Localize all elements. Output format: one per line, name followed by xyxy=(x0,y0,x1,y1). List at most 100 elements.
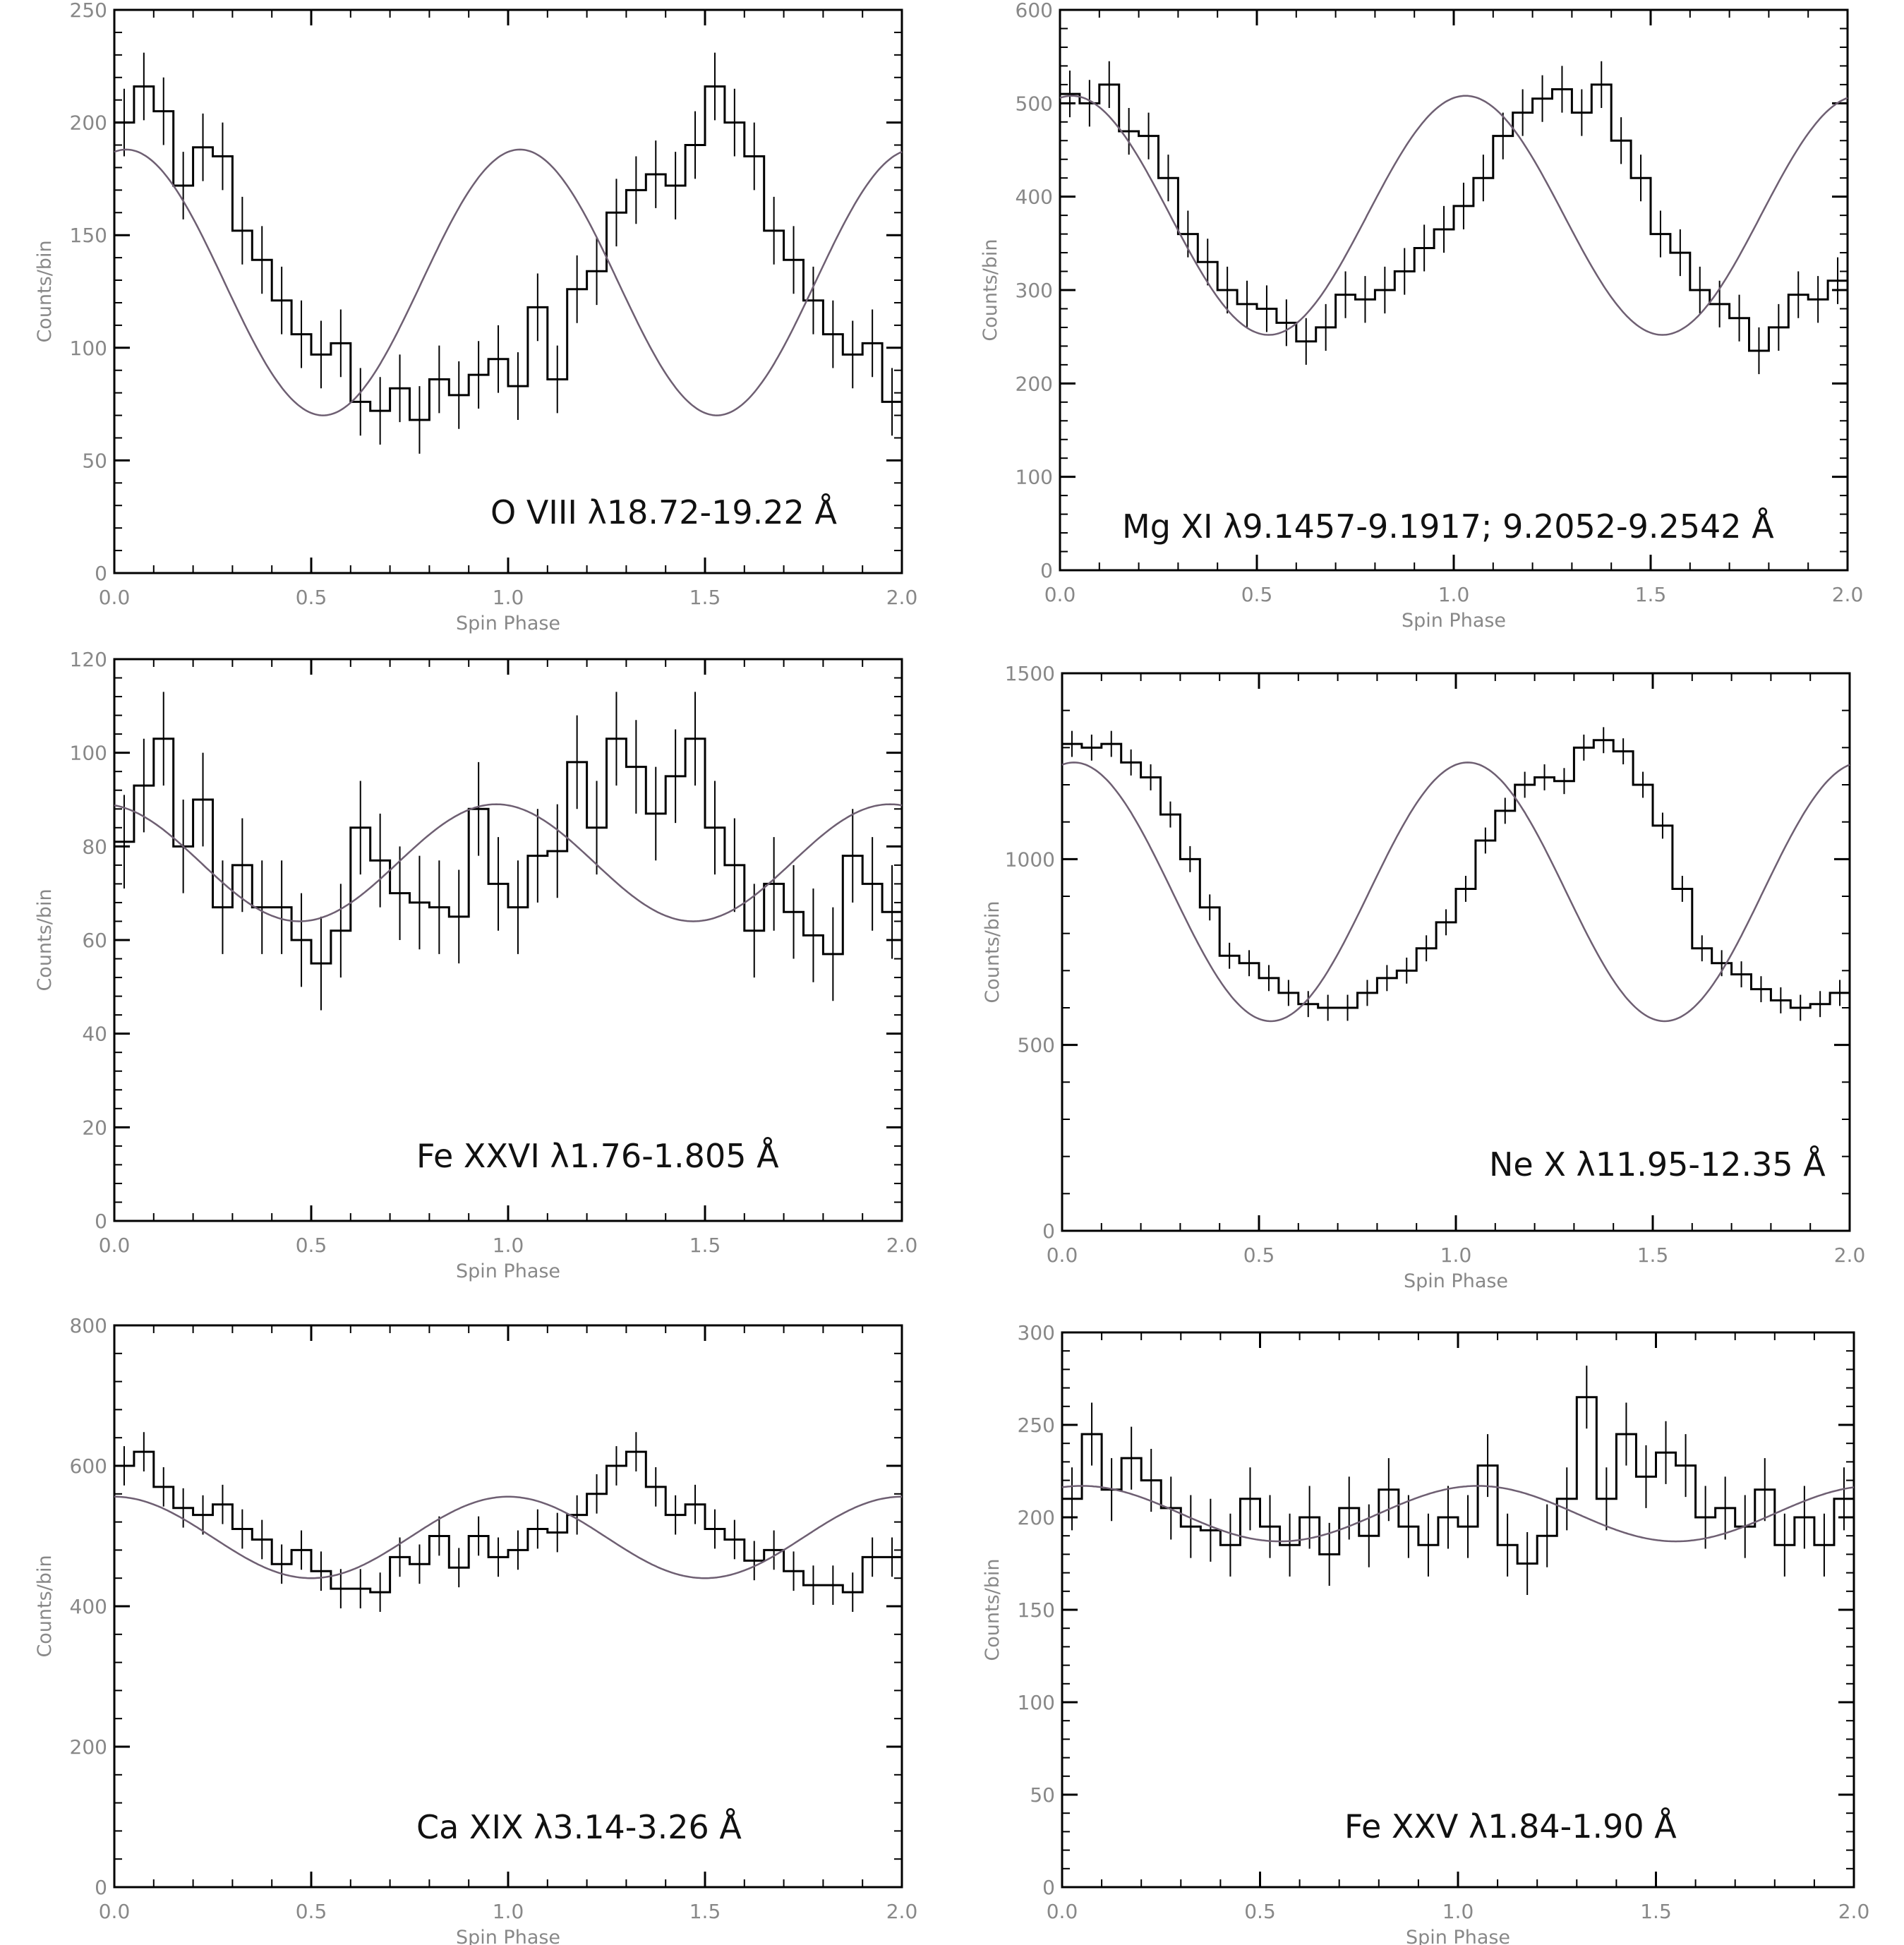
x-tick-label: 0.5 xyxy=(1243,1244,1275,1267)
y-tick-label: 300 xyxy=(1018,1321,1055,1344)
panel-fe-xxv: 0.0 0.5 1.0 1.5 2.0 0 50 100 150 200 250 300 Spin Ph… xyxy=(982,1321,1869,1945)
panel-ne-x: 0.0 0.5 1.0 1.5 2.0 0 500 1000 1500 Spin Phase Cou… xyxy=(982,662,1865,1292)
x-tick-label: 1.0 xyxy=(493,586,524,609)
y-tick-label: 0 xyxy=(1042,1876,1055,1899)
data-histogram xyxy=(1062,739,1850,1009)
x-tick-label: 1.0 xyxy=(1440,1244,1472,1267)
y-tick-label: 60 xyxy=(82,929,107,952)
y-tick-label: 40 xyxy=(82,1023,107,1046)
x-tick-label: 1.0 xyxy=(1438,583,1470,606)
y-tick-label: 150 xyxy=(1018,1598,1055,1622)
x-tick-label: 0.5 xyxy=(1244,1900,1276,1923)
line-annotation: O VIII λ18.72-19.22 Å xyxy=(490,493,837,531)
x-tick-label: 1.0 xyxy=(493,1234,524,1257)
panel-o-viii: 0.0 0.5 1.0 1.5 2.0 0 50 100 150 200 250 Spin Phase… xyxy=(34,0,917,634)
x-axis-title: Spin Phase xyxy=(1402,610,1506,632)
y-axis-title: Counts/bin xyxy=(34,1555,56,1657)
panel-ca-xix: 0.0 0.5 1.0 1.5 2.0 0 200 400 600 800 Spin Phase Co… xyxy=(34,1314,917,1945)
y-tick-label: 300 xyxy=(1016,279,1053,302)
y-axis-title: Counts/bin xyxy=(982,1558,1004,1661)
x-tick-label: 0.0 xyxy=(99,586,131,609)
y-tick-label: 400 xyxy=(1016,186,1053,209)
axes-frame xyxy=(113,8,903,574)
data-histogram xyxy=(114,1450,902,1594)
panel-mg-xi: 0.0 0.5 1.0 1.5 2.0 0 100 200 300 400 500 600 Spin P… xyxy=(980,0,1863,632)
x-tick-label: 1.0 xyxy=(493,1900,524,1923)
y-tick-label: 0 xyxy=(95,1210,107,1233)
y-tick-label: 600 xyxy=(1016,0,1053,22)
line-annotation: Fe XXV λ1.84-1.90 Å xyxy=(1344,1807,1677,1845)
y-tick-label: 80 xyxy=(82,835,107,858)
axes-frame xyxy=(1059,8,1849,572)
y-tick-label: 120 xyxy=(70,648,107,671)
x-tick-label: 1.5 xyxy=(1635,583,1667,606)
x-tick-label: 0.5 xyxy=(1241,583,1273,606)
y-tick-label: 250 xyxy=(1018,1414,1055,1437)
y-tick-label: 200 xyxy=(1016,372,1053,395)
x-tick-label: 2.0 xyxy=(1832,583,1864,606)
y-tick-label: 100 xyxy=(1018,1691,1055,1714)
x-tick-label: 1.5 xyxy=(1640,1900,1672,1923)
x-tick-label: 0.0 xyxy=(99,1234,131,1257)
model-curve xyxy=(114,148,903,416)
x-axis-title: Spin Phase xyxy=(456,1260,560,1282)
axes-frame xyxy=(113,1324,903,1889)
y-tick-label: 0 xyxy=(95,1876,107,1899)
y-tick-label: 50 xyxy=(1030,1783,1055,1807)
data-histogram xyxy=(114,737,902,965)
x-tick-label: 1.5 xyxy=(689,586,721,609)
x-tick-label: 0.0 xyxy=(1047,1244,1078,1267)
x-tick-label: 2.0 xyxy=(886,586,918,609)
data-histogram xyxy=(114,85,902,421)
y-tick-label: 250 xyxy=(70,0,107,22)
model-curve xyxy=(114,803,903,922)
y-axis-title: Counts/bin xyxy=(34,889,56,991)
y-tick-label: 0 xyxy=(1040,559,1053,582)
y-tick-label: 1000 xyxy=(1005,848,1055,871)
x-axis-title: Spin Phase xyxy=(456,613,560,634)
y-tick-label: 20 xyxy=(82,1116,107,1139)
y-tick-label: 0 xyxy=(95,562,107,585)
panel-fe-xxvi: 0.0 0.5 1.0 1.5 2.0 0 20 40 60 80 100 120 Spin Phase… xyxy=(34,648,917,1282)
y-tick-label: 200 xyxy=(1018,1506,1055,1529)
y-tick-label: 1500 xyxy=(1005,662,1055,685)
x-tick-label: 0.0 xyxy=(99,1900,131,1923)
x-axis-title: Spin Phase xyxy=(1406,1927,1510,1945)
y-tick-label: 100 xyxy=(1016,466,1053,489)
y-axis-title: Counts/bin xyxy=(34,240,56,342)
y-tick-label: 400 xyxy=(70,1595,107,1618)
y-tick-label: 800 xyxy=(70,1314,107,1337)
line-annotation: Ne X λ11.95-12.35 Å xyxy=(1489,1145,1826,1184)
y-tick-label: 50 xyxy=(82,449,107,472)
x-tick-label: 0.0 xyxy=(1047,1900,1078,1923)
data-histogram xyxy=(1060,83,1848,352)
model-curve xyxy=(1061,1485,1855,1543)
x-tick-label: 0.5 xyxy=(296,1900,327,1923)
model-curve xyxy=(1059,95,1848,336)
y-tick-label: 500 xyxy=(1016,92,1053,115)
x-tick-label: 0.5 xyxy=(296,586,327,609)
x-tick-label: 0.5 xyxy=(296,1234,327,1257)
axes-frame xyxy=(1061,1331,1855,1889)
x-tick-label: 1.0 xyxy=(1442,1900,1474,1923)
y-tick-label: 200 xyxy=(70,112,107,135)
x-tick-label: 1.5 xyxy=(689,1234,721,1257)
x-tick-label: 2.0 xyxy=(886,1234,918,1257)
x-tick-label: 1.5 xyxy=(689,1900,721,1923)
x-tick-label: 1.5 xyxy=(1637,1244,1669,1267)
y-tick-label: 0 xyxy=(1042,1220,1055,1243)
y-tick-label: 100 xyxy=(70,337,107,360)
y-tick-label: 100 xyxy=(70,742,107,765)
x-axis-title: Spin Phase xyxy=(456,1927,560,1945)
model-curve xyxy=(114,1495,902,1579)
x-axis-title: Spin Phase xyxy=(1404,1270,1508,1292)
y-tick-label: 150 xyxy=(70,224,107,247)
y-tick-label: 200 xyxy=(70,1735,107,1759)
x-tick-label: 2.0 xyxy=(886,1900,918,1923)
line-annotation: Ca XIX λ3.14-3.26 Å xyxy=(416,1808,742,1846)
x-tick-label: 2.0 xyxy=(1834,1244,1866,1267)
line-annotation: Fe XXVI λ1.76-1.805 Å xyxy=(416,1137,779,1175)
line-annotation: Mg XI λ9.1457-9.1917; 9.2052-9.2542 Å xyxy=(1122,507,1774,546)
y-axis-title: Counts/bin xyxy=(982,901,1004,1003)
